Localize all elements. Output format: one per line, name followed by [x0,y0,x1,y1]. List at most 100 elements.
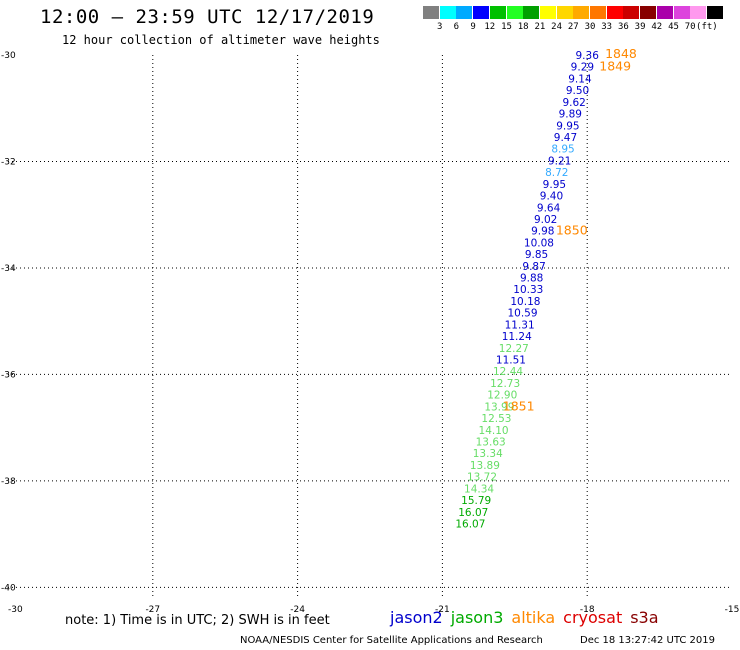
swh-observation: 11.31 [505,319,535,331]
lat-tick-label: -38 [1,477,16,487]
swh-observation: 9.85 [525,249,548,261]
colorbar-label: 12 [484,22,496,32]
swh-observation: 15.79 [461,495,491,507]
colorbar-swatch [506,6,523,19]
footer-note: note: 1) Time is in UTC; 2) SWH is in fe… [65,613,330,628]
colorbar-swatch [573,6,590,19]
colorbar-swatch [673,6,690,19]
lon-tick-label: -27 [145,605,160,615]
colorbar-swatch [556,6,573,19]
lon-tick-label: -18 [580,605,595,615]
colorbar-label: 15 [501,22,512,32]
swh-observation: 10.08 [524,237,554,249]
swh-observation: 9.14 [568,73,592,85]
colorbar-swatch [473,6,490,19]
colorbar-swatch [640,6,657,19]
swh-observation: 13.34 [473,448,503,460]
colorbar-swatch [606,6,623,19]
legend-altika: altika [511,608,556,627]
colorbar-label: 30 [584,22,596,32]
swh-observation: 12.44 [493,366,523,378]
swh-observation: 13.99 [484,401,514,413]
colorbar-label: 33 [601,22,613,32]
lat-tick-label: -34 [1,264,16,274]
swh-observation: 9.95 [543,179,566,191]
colorbar-swatch [706,6,723,19]
swh-observation: 8.95 [551,144,574,156]
colorbar-swatch [656,6,673,19]
legend-jason2: jason2 [390,608,443,627]
swh-observation: 10.59 [507,308,537,320]
swh-observation: 16.07 [455,518,485,530]
colorbar-swatch [623,6,640,19]
lon-tick-label: -15 [725,605,740,615]
lat-tick-label: -30 [1,51,16,61]
swh-observation: 13.63 [476,436,506,448]
swh-observation: 10.33 [513,284,543,296]
colorbar-swatch [523,6,540,19]
time-marker: 1851 [503,398,535,413]
legend-jason3: jason3 [450,608,504,627]
swh-observation: 14.34 [464,483,494,495]
swh-observation: 9.47 [554,132,577,144]
colorbar-label: 39 [634,22,646,32]
swh-observation: 11.51 [496,355,526,367]
swh-observation: 12.27 [499,343,529,355]
colorbar-label: 70 [684,22,696,32]
colorbar-swatch [539,6,556,19]
swh-observation: 9.21 [548,155,571,167]
colorbar-label: 9 [470,22,476,32]
legend-cryosat: cryosat [563,608,623,627]
colorbar-label: 6 [453,22,460,32]
time-marker: 1848 [605,46,637,61]
lon-tick-label: -30 [8,605,23,615]
colorbar-label: 42 [651,22,663,32]
time-marker: 1849 [599,59,631,74]
map-subtitle: 12 hour collection of altimeter wave hei… [62,33,380,47]
colorbar-label: 21 [534,22,546,32]
swh-observation: 9.02 [534,214,557,226]
satellite-legend: jason2 jason3 altika cryosat s3a [390,608,667,627]
colorbar-label: 36 [617,22,629,32]
colorbar-label: 27 [567,22,579,32]
swh-observation: 14.10 [479,425,509,437]
lat-tick-label: -36 [1,370,16,380]
swh-observation: 9.62 [562,97,585,109]
swh-observation: 9.40 [540,191,563,203]
time-marker: 1850 [556,223,588,238]
swh-observation: 9.88 [520,273,543,285]
swh-observation: 9.50 [566,85,589,97]
colorbar-label: 3 [436,22,443,32]
swh-observation: 11.24 [502,331,532,343]
lat-tick-label: -40 [1,583,16,593]
swh-observation: 9.87 [522,261,545,273]
lon-tick-label: -21 [435,605,450,615]
lat-tick-label: -32 [1,157,16,167]
swh-observation: 12.53 [481,413,511,425]
colorbar-swatch [489,6,506,19]
generated-timestamp: Dec 18 13:27:42 UTC 2019 [580,635,715,646]
map-title: 12:00 — 23:59 UTC 12/17/2019 [40,6,375,28]
swh-observation: 10.18 [510,296,540,308]
swh-observation: 13.72 [467,472,497,484]
swh-observation: 16.07 [458,507,488,519]
colorbar-label: 24 [551,22,563,32]
swh-observation: 9.36 [576,50,600,62]
colorbar-swatch [439,6,456,19]
colorbar-label: 18 [517,22,529,32]
swh-observation: 12.73 [490,378,520,390]
colorbar-swatch [456,6,473,19]
swh-observation: 9.29 [571,62,594,74]
swh-observation: 12.90 [487,390,517,402]
colorbar-swatch [690,6,707,19]
swh-observation: 9.89 [559,109,582,121]
swh-observation: 13.89 [470,460,500,472]
swh-observation: 9.98 [531,226,554,238]
colorbar-label: 45 [668,22,679,32]
legend-s3a: s3a [630,608,659,627]
swh-observation: 9.95 [556,120,579,132]
credit-line: NOAA/NESDIS Center for Satellite Applica… [240,635,543,646]
colorbar-swatch [590,6,606,19]
lon-tick-label: -24 [290,605,305,615]
